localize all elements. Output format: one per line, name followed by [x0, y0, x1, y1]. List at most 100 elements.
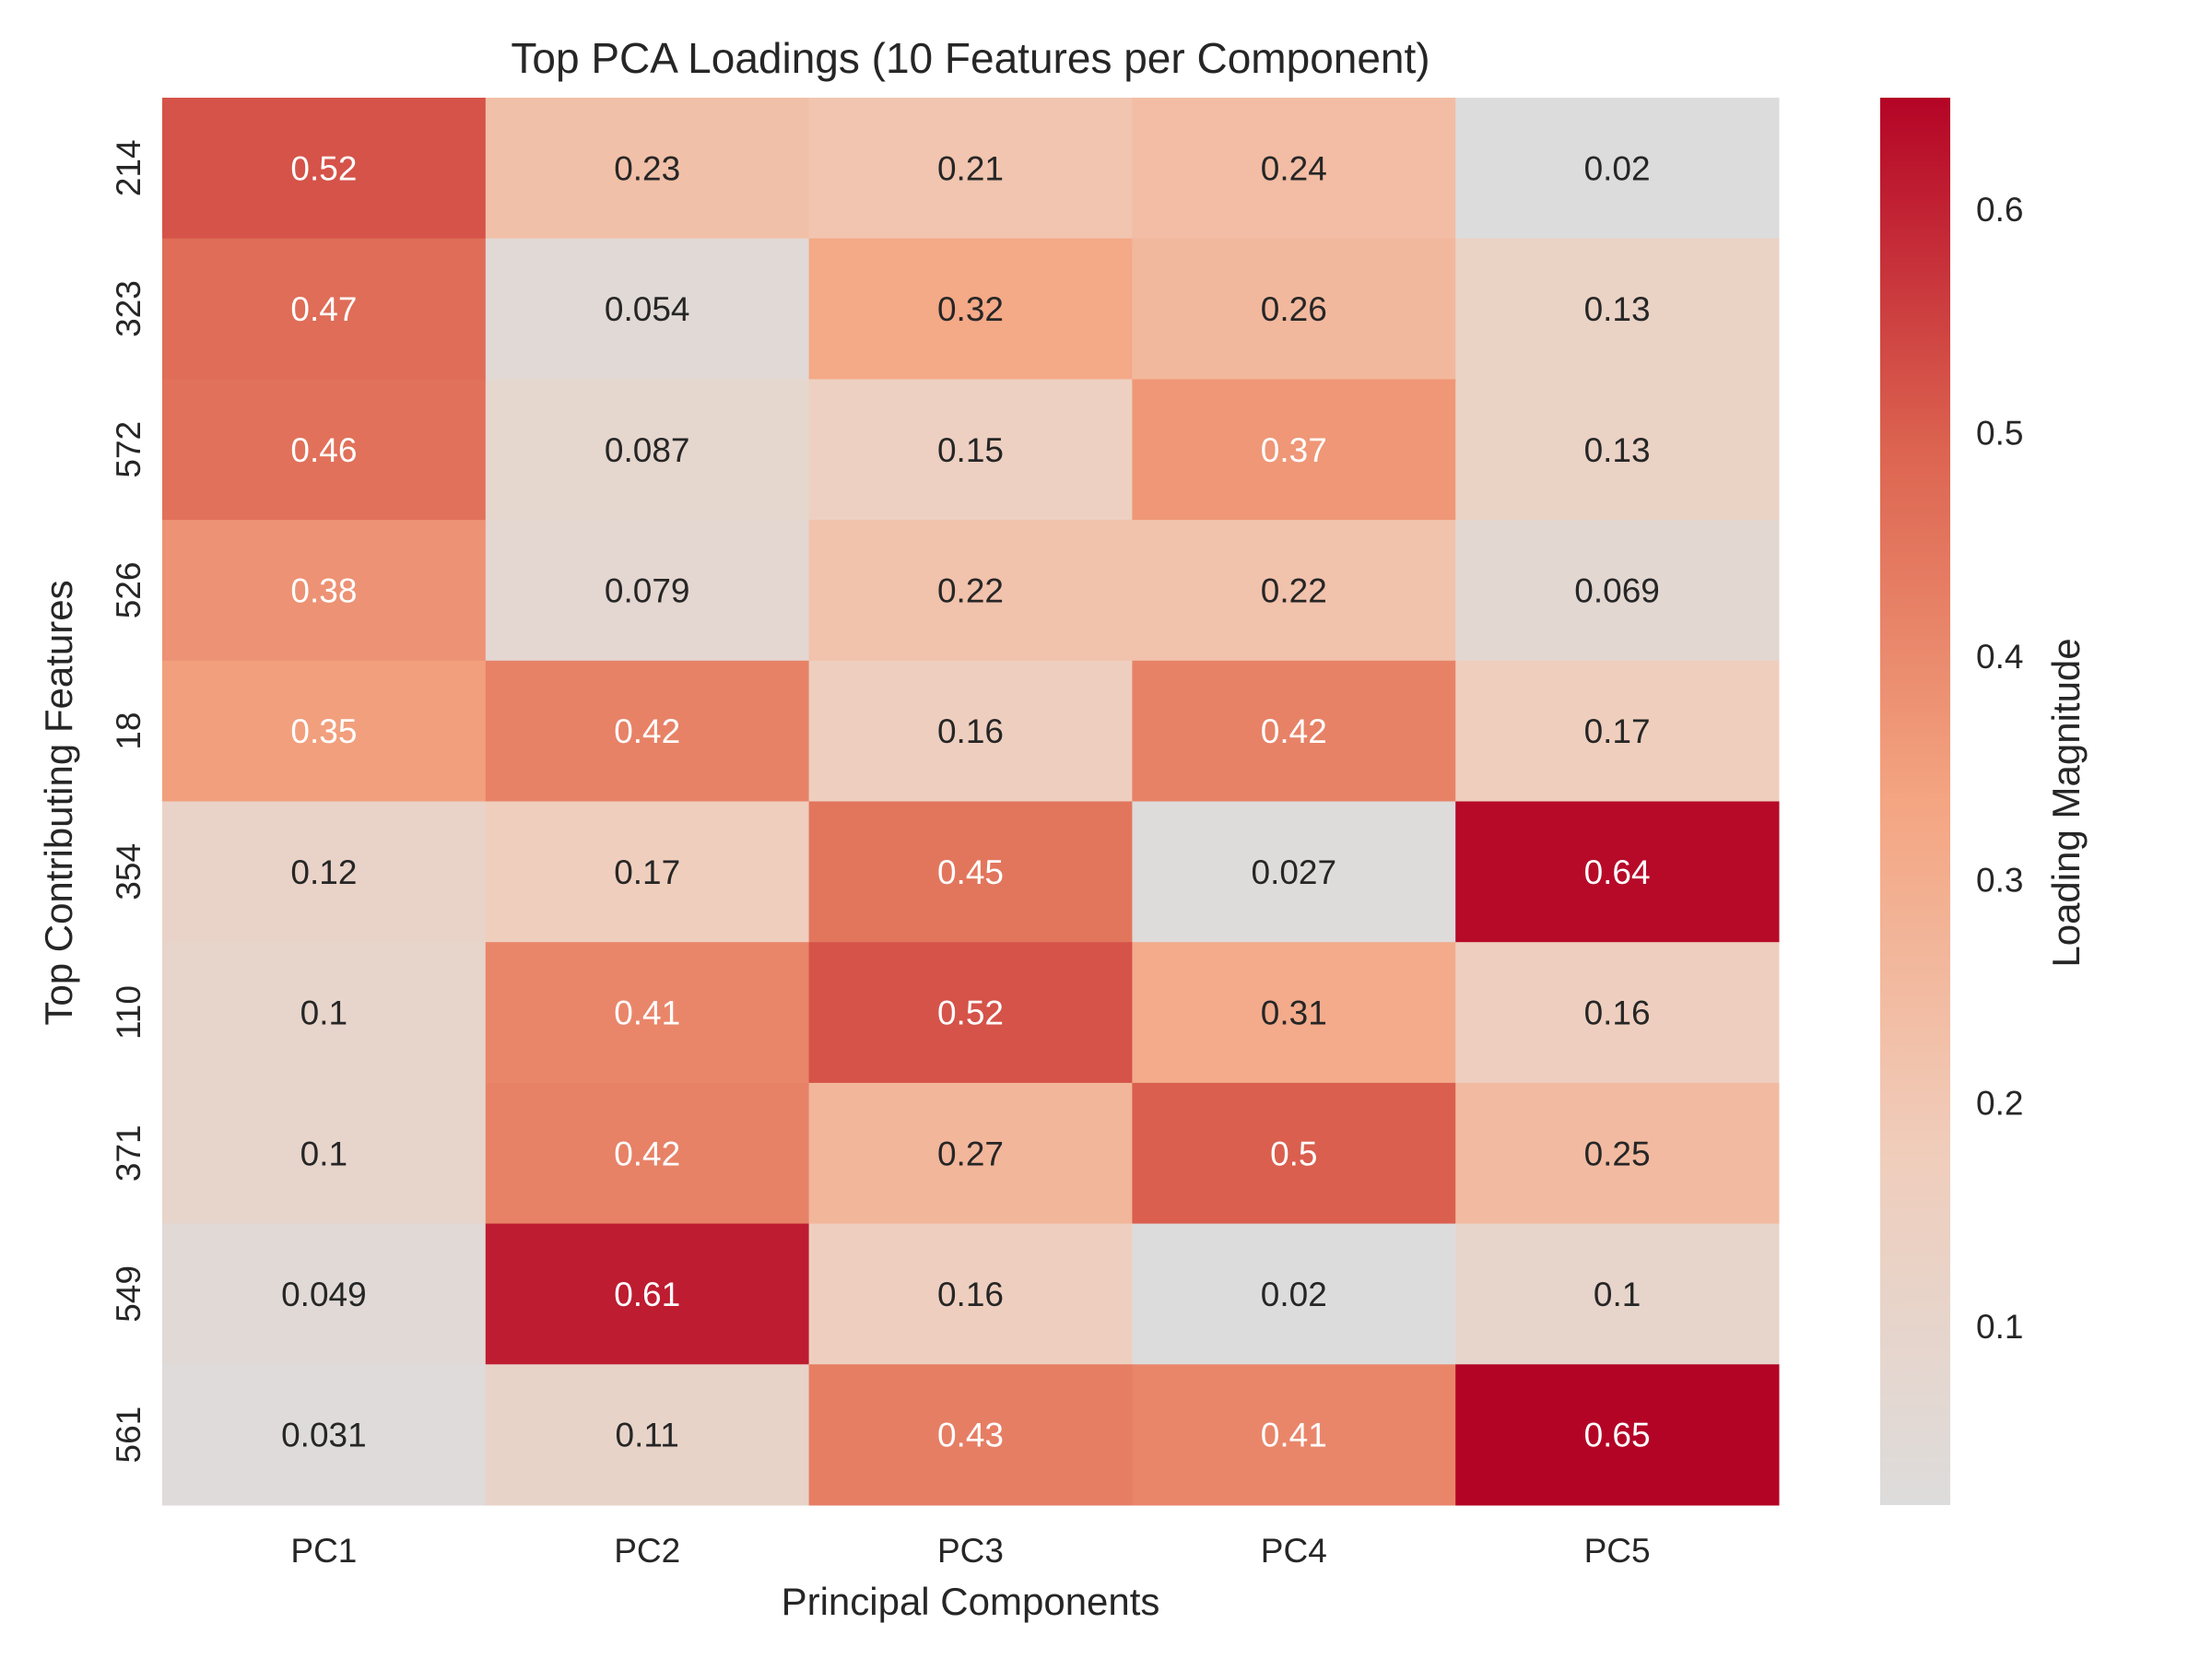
heatmap-cell [1132, 238, 1456, 380]
y-tick-label: 526 [110, 562, 147, 619]
colorbar-ticks: 0.1 0.2 0.3 0.4 0.5 0.6 [1976, 191, 2023, 1346]
heatmap-cell [485, 660, 810, 802]
y-tick-label: 323 [110, 280, 147, 337]
x-tick-label: PC4 [1261, 1532, 1327, 1570]
cell-value-label: 0.24 [1261, 149, 1327, 187]
cell-value-label: 0.22 [1261, 571, 1327, 609]
cell-value-label: 0.02 [1584, 149, 1651, 187]
colorbar [1880, 98, 1950, 1505]
cell-value-label: 0.35 [290, 712, 357, 750]
cell-value-label: 0.16 [1584, 994, 1651, 1032]
colorbar-tick-label: 0.2 [1976, 1085, 2023, 1123]
heatmap-cell [485, 1223, 810, 1365]
cell-value-label: 0.17 [614, 853, 680, 891]
cell-value-label: 0.22 [937, 571, 1004, 609]
heatmap-cell [1455, 1364, 1780, 1506]
cell-value-label: 0.079 [605, 571, 690, 609]
heatmap-cell [485, 942, 810, 1084]
heatmap-cell [485, 520, 810, 662]
cell-value-label: 0.32 [937, 290, 1004, 328]
heatmap-cell-labels: 0.52 0.23 0.21 0.24 0.02 0.47 0.054 0.32 0.26 0.1… [281, 149, 1660, 1453]
y-tick-label: 214 [110, 139, 147, 196]
heatmap-cell [1132, 379, 1456, 521]
colorbar-tick-label: 0.4 [1976, 638, 2023, 676]
cell-value-label: 0.42 [1261, 712, 1327, 750]
x-tick-label: PC5 [1584, 1532, 1651, 1570]
cell-value-label: 0.38 [290, 571, 357, 609]
cell-value-label: 0.049 [281, 1276, 367, 1313]
heatmap-cell [808, 1223, 1133, 1365]
cell-value-label: 0.087 [605, 431, 690, 469]
cell-value-label: 0.1 [1594, 1276, 1641, 1313]
heatmap-cell [162, 520, 487, 662]
cell-value-label: 0.65 [1584, 1417, 1651, 1454]
heatmap-cell [162, 238, 487, 380]
cell-value-label: 0.42 [614, 712, 680, 750]
heatmap-cell [1455, 1082, 1780, 1225]
x-tick-label: PC3 [937, 1532, 1004, 1570]
cell-value-label: 0.23 [614, 149, 680, 187]
heatmap-cell [162, 1364, 487, 1506]
heatmap-cell [1132, 98, 1456, 240]
cell-value-label: 0.5 [1270, 1135, 1317, 1172]
heatmap-cell [485, 379, 810, 521]
x-axis-ticks: PC1 PC2 PC3 PC4 PC5 [290, 1532, 1650, 1570]
cell-value-label: 0.46 [290, 431, 357, 469]
heatmap-cell [808, 942, 1133, 1084]
y-tick-label: 371 [110, 1124, 147, 1182]
colorbar-tick-label: 0.5 [1976, 415, 2023, 453]
heatmap-cell [808, 1082, 1133, 1225]
cell-value-label: 0.1 [300, 994, 347, 1032]
heatmap-cell [162, 801, 487, 943]
cell-value-label: 0.61 [614, 1276, 680, 1313]
chart-title: Top PCA Loadings (10 Features per Compon… [511, 34, 1430, 82]
y-axis-ticks: 214 323 572 526 18 354 110 371 549 561 [110, 139, 147, 1463]
heatmap-cell [1455, 379, 1780, 521]
x-tick-label: PC2 [614, 1532, 680, 1570]
heatmap-cell [162, 1223, 487, 1365]
heatmap-cell [808, 238, 1133, 380]
cell-value-label: 0.42 [614, 1135, 680, 1172]
heatmap-cell [485, 1082, 810, 1225]
cell-value-label: 0.16 [937, 712, 1004, 750]
y-axis-title: Top Contributing Features [37, 580, 80, 1025]
cell-value-label: 0.43 [937, 1417, 1004, 1454]
cell-value-label: 0.031 [281, 1417, 367, 1454]
cell-value-label: 0.12 [290, 853, 357, 891]
heatmap-cell [808, 660, 1133, 802]
cell-value-label: 0.054 [605, 290, 690, 328]
cell-value-label: 0.02 [1261, 1276, 1327, 1313]
colorbar-tick-label: 0.1 [1976, 1308, 2023, 1346]
y-tick-label: 110 [110, 985, 147, 1040]
y-tick-label: 561 [110, 1406, 147, 1464]
heatmap-cell [1132, 801, 1456, 943]
cell-value-label: 0.17 [1584, 712, 1651, 750]
heatmap-cell [1455, 801, 1780, 943]
heatmap-cell [162, 98, 487, 240]
x-axis-title: Principal Components [782, 1580, 1160, 1623]
y-tick-label: 18 [110, 712, 147, 750]
cell-value-label: 0.027 [1252, 853, 1337, 891]
cell-value-label: 0.069 [1574, 571, 1660, 609]
heatmap-cells [162, 98, 1780, 1506]
cell-value-label: 0.16 [937, 1276, 1004, 1313]
heatmap-cell [808, 98, 1133, 240]
heatmap-cell [1132, 942, 1456, 1084]
heatmap-cell [1455, 660, 1780, 802]
heatmap-cell [1132, 1223, 1456, 1365]
colorbar-tick-label: 0.6 [1976, 191, 2023, 229]
cell-value-label: 0.45 [937, 853, 1004, 891]
colorbar-tick-label: 0.3 [1976, 861, 2023, 899]
heatmap-cell [162, 1082, 487, 1225]
cell-value-label: 0.37 [1261, 431, 1327, 469]
heatmap-cell [1455, 520, 1780, 662]
cell-value-label: 0.31 [1261, 994, 1327, 1032]
heatmap-cell [162, 379, 487, 521]
heatmap-cell [1132, 1364, 1456, 1506]
cell-value-label: 0.13 [1584, 431, 1651, 469]
y-tick-label: 354 [110, 843, 147, 900]
heatmap-cell [485, 98, 810, 240]
cell-value-label: 0.11 [616, 1417, 679, 1454]
